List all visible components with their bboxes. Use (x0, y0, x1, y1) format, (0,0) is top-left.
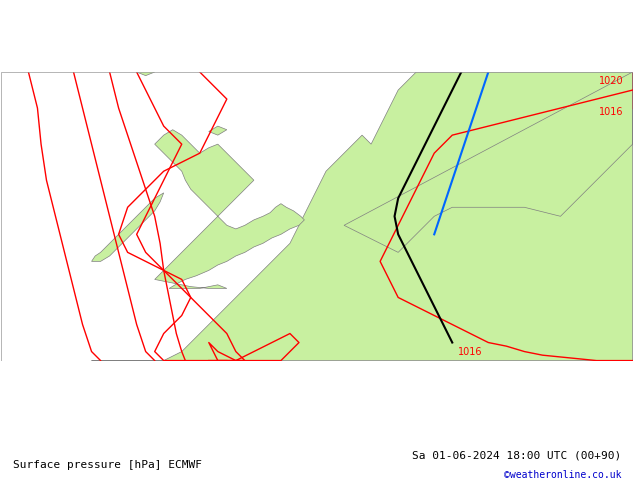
Text: Surface pressure [hPa] ECMWF: Surface pressure [hPa] ECMWF (13, 461, 202, 470)
Polygon shape (137, 69, 155, 75)
Text: ©weatheronline.co.uk: ©weatheronline.co.uk (504, 470, 621, 480)
Text: 1016: 1016 (599, 107, 624, 117)
Text: 1016: 1016 (458, 347, 482, 357)
Polygon shape (209, 126, 227, 135)
Text: 1020: 1020 (599, 76, 624, 86)
Text: Sa 01-06-2024 18:00 UTC (00+90): Sa 01-06-2024 18:00 UTC (00+90) (412, 451, 621, 461)
Polygon shape (91, 72, 633, 361)
Polygon shape (155, 130, 304, 289)
Polygon shape (91, 193, 164, 261)
